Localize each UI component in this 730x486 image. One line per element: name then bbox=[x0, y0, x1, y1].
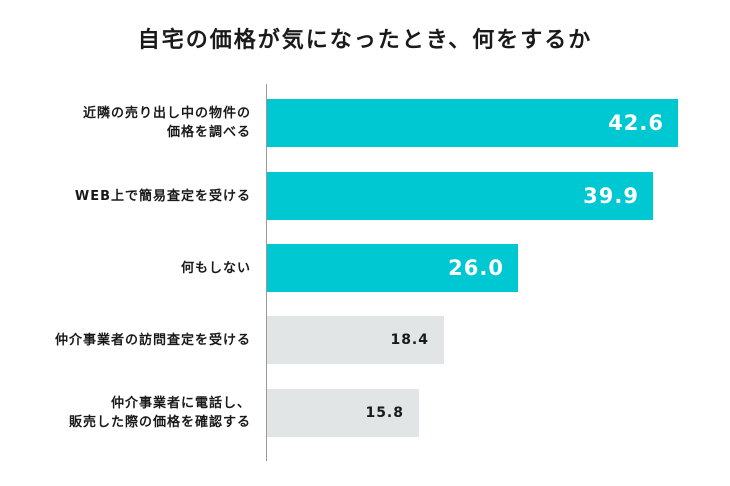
category-label-line: WEB上で簡易査定を受ける bbox=[74, 188, 251, 204]
bar-row: 仲介事業者の訪問査定を受ける 18.4 bbox=[0, 316, 730, 364]
bar-row: WEB上で簡易査定を受ける 39.9 bbox=[0, 172, 730, 220]
value-label: 39.9 bbox=[583, 184, 639, 208]
bar: 42.6 bbox=[267, 99, 678, 147]
bar: 39.9 bbox=[267, 172, 653, 220]
bar: 26.0 bbox=[267, 244, 518, 292]
category-label: 何もしない bbox=[11, 244, 251, 292]
bar-row: 近隣の売り出し中の物件の 価格を調べる 42.6 bbox=[0, 99, 730, 147]
value-label: 18.4 bbox=[390, 332, 429, 348]
category-label-line: 近隣の売り出し中の物件の bbox=[82, 106, 251, 121]
category-label-line: 仲介事業者に電話し、 bbox=[110, 396, 251, 411]
category-label: 仲介事業者に電話し、 販売した際の価格を確認する bbox=[11, 389, 251, 437]
value-label: 26.0 bbox=[448, 256, 504, 280]
category-label: WEB上で簡易査定を受ける bbox=[11, 172, 251, 220]
bar: 18.4 bbox=[267, 316, 444, 364]
bar-row: 仲介事業者に電話し、 販売した際の価格を確認する 15.8 bbox=[0, 389, 730, 437]
category-label-line: 価格を調べる bbox=[166, 125, 251, 140]
bar-row: 何もしない 26.0 bbox=[0, 244, 730, 292]
category-label: 近隣の売り出し中の物件の 価格を調べる bbox=[11, 99, 251, 147]
category-label-line: 何もしない bbox=[180, 260, 251, 276]
y-axis-line bbox=[266, 84, 267, 461]
value-label: 15.8 bbox=[365, 405, 404, 421]
category-label: 仲介事業者の訪問査定を受ける bbox=[11, 316, 251, 364]
category-label-line: 販売した際の価格を確認する bbox=[68, 415, 251, 430]
chart-title: 自宅の価格が気になったとき、何をするか bbox=[137, 28, 593, 53]
value-label: 42.6 bbox=[608, 111, 664, 135]
category-label-line: 仲介事業者の訪問査定を受ける bbox=[54, 332, 251, 348]
bar: 15.8 bbox=[267, 389, 419, 437]
